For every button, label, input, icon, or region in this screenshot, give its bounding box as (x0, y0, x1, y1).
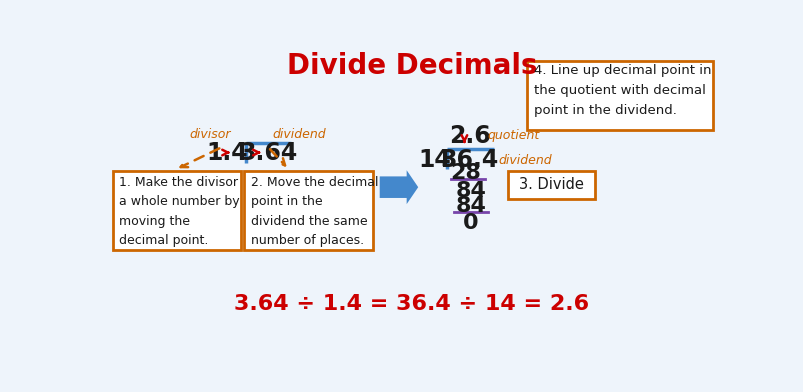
Text: divisor: divisor (190, 128, 230, 142)
Text: quotient: quotient (487, 129, 539, 142)
FancyBboxPatch shape (112, 171, 241, 250)
Text: 3.64 ÷ 1.4 = 36.4 ÷ 14 = 2.6: 3.64 ÷ 1.4 = 36.4 ÷ 14 = 2.6 (234, 294, 589, 314)
Text: dividend: dividend (498, 154, 551, 167)
Text: 0: 0 (463, 212, 478, 232)
Text: 3. Divide: 3. Divide (519, 177, 583, 192)
Text: 1.4: 1.4 (206, 140, 248, 165)
Text: Divide Decimals: Divide Decimals (287, 51, 536, 80)
Text: 4. Line up decimal point in
the quotient with decimal
point in the dividend.: 4. Line up decimal point in the quotient… (533, 64, 711, 117)
Text: 2. Move the decimal
point in the
dividend the same
number of places.: 2. Move the decimal point in the dividen… (251, 176, 378, 247)
Text: 1. Make the divisor
a whole number by
moving the
decimal point.: 1. Make the divisor a whole number by mo… (120, 176, 240, 247)
FancyBboxPatch shape (244, 171, 373, 250)
Text: 36.4: 36.4 (440, 148, 499, 172)
Text: 2.6: 2.6 (448, 123, 490, 148)
Text: 84: 84 (454, 196, 485, 216)
Text: 84: 84 (454, 181, 485, 201)
Text: 3.64: 3.64 (238, 140, 297, 165)
Text: 14: 14 (418, 148, 451, 172)
Text: dividend: dividend (271, 128, 325, 142)
FancyBboxPatch shape (507, 171, 593, 199)
Text: 28: 28 (450, 163, 481, 183)
FancyBboxPatch shape (526, 61, 712, 130)
Polygon shape (379, 170, 418, 204)
